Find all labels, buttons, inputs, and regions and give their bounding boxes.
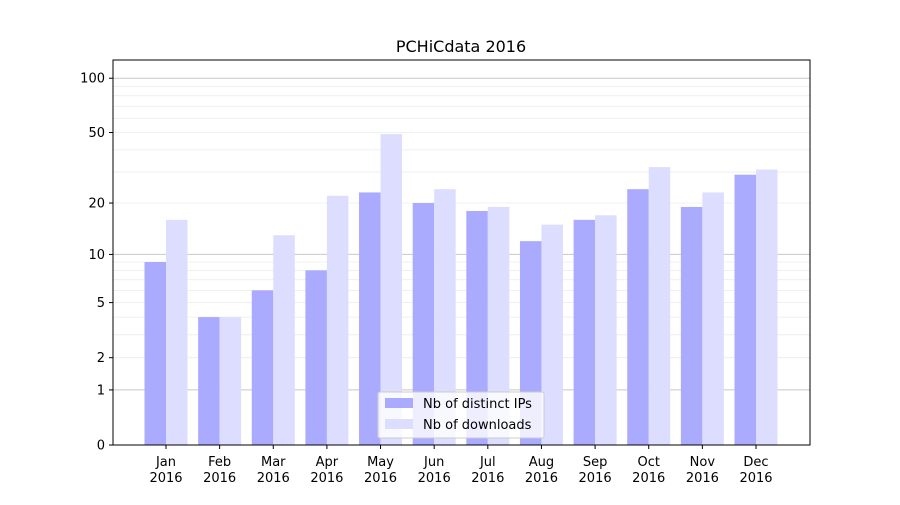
x-tick-label-month: Dec [743, 455, 768, 470]
x-tick-label-year: 2016 [632, 471, 665, 486]
bar-distinct-ips [305, 270, 327, 445]
legend-label: Nb of downloads [423, 418, 532, 433]
bar-distinct-ips [573, 219, 596, 445]
y-tick-label: 1 [97, 383, 105, 398]
legend-swatch [385, 419, 413, 429]
legend-swatch [385, 398, 413, 408]
y-tick-label: 10 [88, 248, 105, 263]
x-tick-label-year: 2016 [310, 471, 343, 486]
x-tick-label-month: Sep [583, 455, 608, 470]
legend: Nb of distinct IPs Nb of downloads [377, 391, 545, 439]
bar-downloads [595, 215, 617, 445]
y-tick-label: 100 [80, 72, 105, 87]
bar-distinct-ips [144, 262, 166, 445]
bar-downloads [541, 224, 563, 445]
bar-distinct-ips [680, 206, 703, 445]
bar-distinct-ips [466, 210, 488, 445]
y-tick-label: 20 [88, 197, 105, 212]
bar-distinct-ips [627, 189, 649, 445]
chart-title: PCHiCdata 2016 [396, 37, 526, 56]
bar-distinct-ips [251, 290, 274, 445]
x-tick-label-year: 2016 [739, 471, 772, 486]
y-tick-label: 50 [88, 126, 105, 141]
x-tick-label-month: May [367, 455, 394, 470]
x-tick-label-year: 2016 [203, 471, 236, 486]
y-tick-label: 0 [97, 439, 105, 454]
bar-downloads [219, 317, 242, 445]
plot-frame [112, 59, 811, 446]
bar-distinct-ips [734, 174, 756, 445]
bar-downloads [487, 206, 510, 445]
bar-distinct-ips [359, 192, 381, 445]
bar-downloads [756, 169, 778, 445]
x-tick-label-month: Mar [261, 455, 286, 470]
bar-downloads [380, 134, 403, 445]
x-tick-label-year: 2016 [525, 471, 558, 486]
bar-downloads [273, 235, 295, 445]
y-tick-label: 5 [97, 296, 105, 311]
x-tick-label-month: Oct [637, 455, 659, 470]
x-tick-label-year: 2016 [364, 471, 397, 486]
x-tick-label-year: 2016 [418, 471, 451, 486]
x-tick-label-year: 2016 [579, 471, 612, 486]
x-tick-label-month: Jun [423, 455, 444, 470]
x-tick-label-month: Nov [690, 455, 716, 470]
x-tick-label-month: Feb [208, 455, 231, 470]
bar-downloads [434, 189, 456, 445]
x-tick-label-year: 2016 [686, 471, 719, 486]
x-tick-label-year: 2016 [257, 471, 290, 486]
x-tick-label-month: Apr [316, 455, 339, 470]
bar-distinct-ips [198, 317, 220, 445]
bar-downloads [702, 192, 724, 445]
bar-downloads [166, 219, 188, 445]
y-tick-label: 2 [97, 351, 105, 366]
legend-label: Nb of distinct IPs [423, 397, 532, 412]
bar-downloads [326, 195, 349, 445]
bar-downloads [648, 167, 671, 446]
x-tick-label-month: Aug [529, 455, 554, 470]
legend-box [377, 391, 545, 439]
x-tick-label-month: Jan [155, 455, 176, 470]
x-tick-label-month: Jul [479, 455, 496, 470]
bar-distinct-ips [412, 203, 435, 445]
x-tick-label-year: 2016 [149, 471, 182, 486]
x-tick-label-year: 2016 [471, 471, 504, 486]
